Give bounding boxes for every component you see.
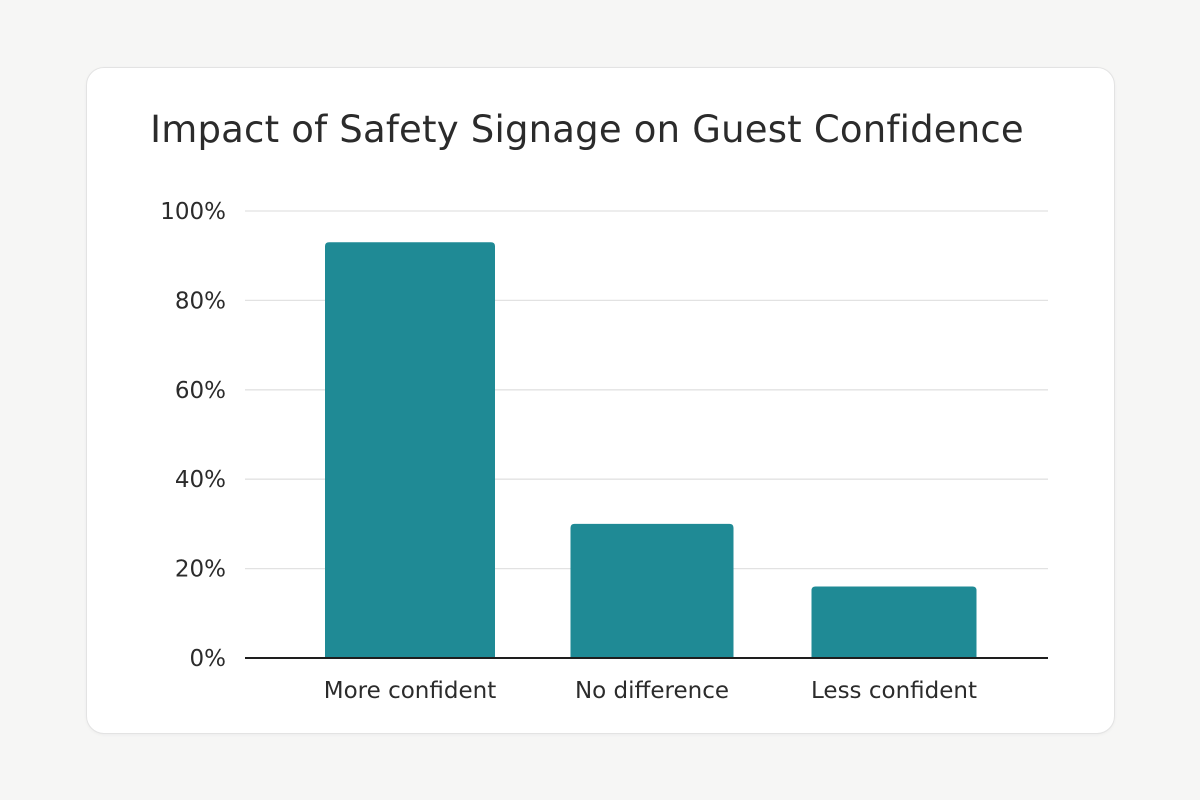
chart-title: Impact of Safety Signage on Guest Confid… [150,108,1024,151]
x-category-label: No difference [575,678,729,704]
bar-more-confident [325,242,495,659]
bar-less-confident [811,586,977,658]
y-tick-label: 80% [175,288,226,314]
x-category-label: More confident [324,678,496,704]
y-tick-label: 0% [190,646,227,672]
y-tick-label: 20% [175,557,226,583]
y-tick-label: 60% [175,378,226,404]
x-category-label: Less confident [811,678,977,704]
y-tick-label: 100% [160,199,226,225]
bar-no-difference [570,523,734,658]
y-tick-label: 40% [175,467,226,493]
